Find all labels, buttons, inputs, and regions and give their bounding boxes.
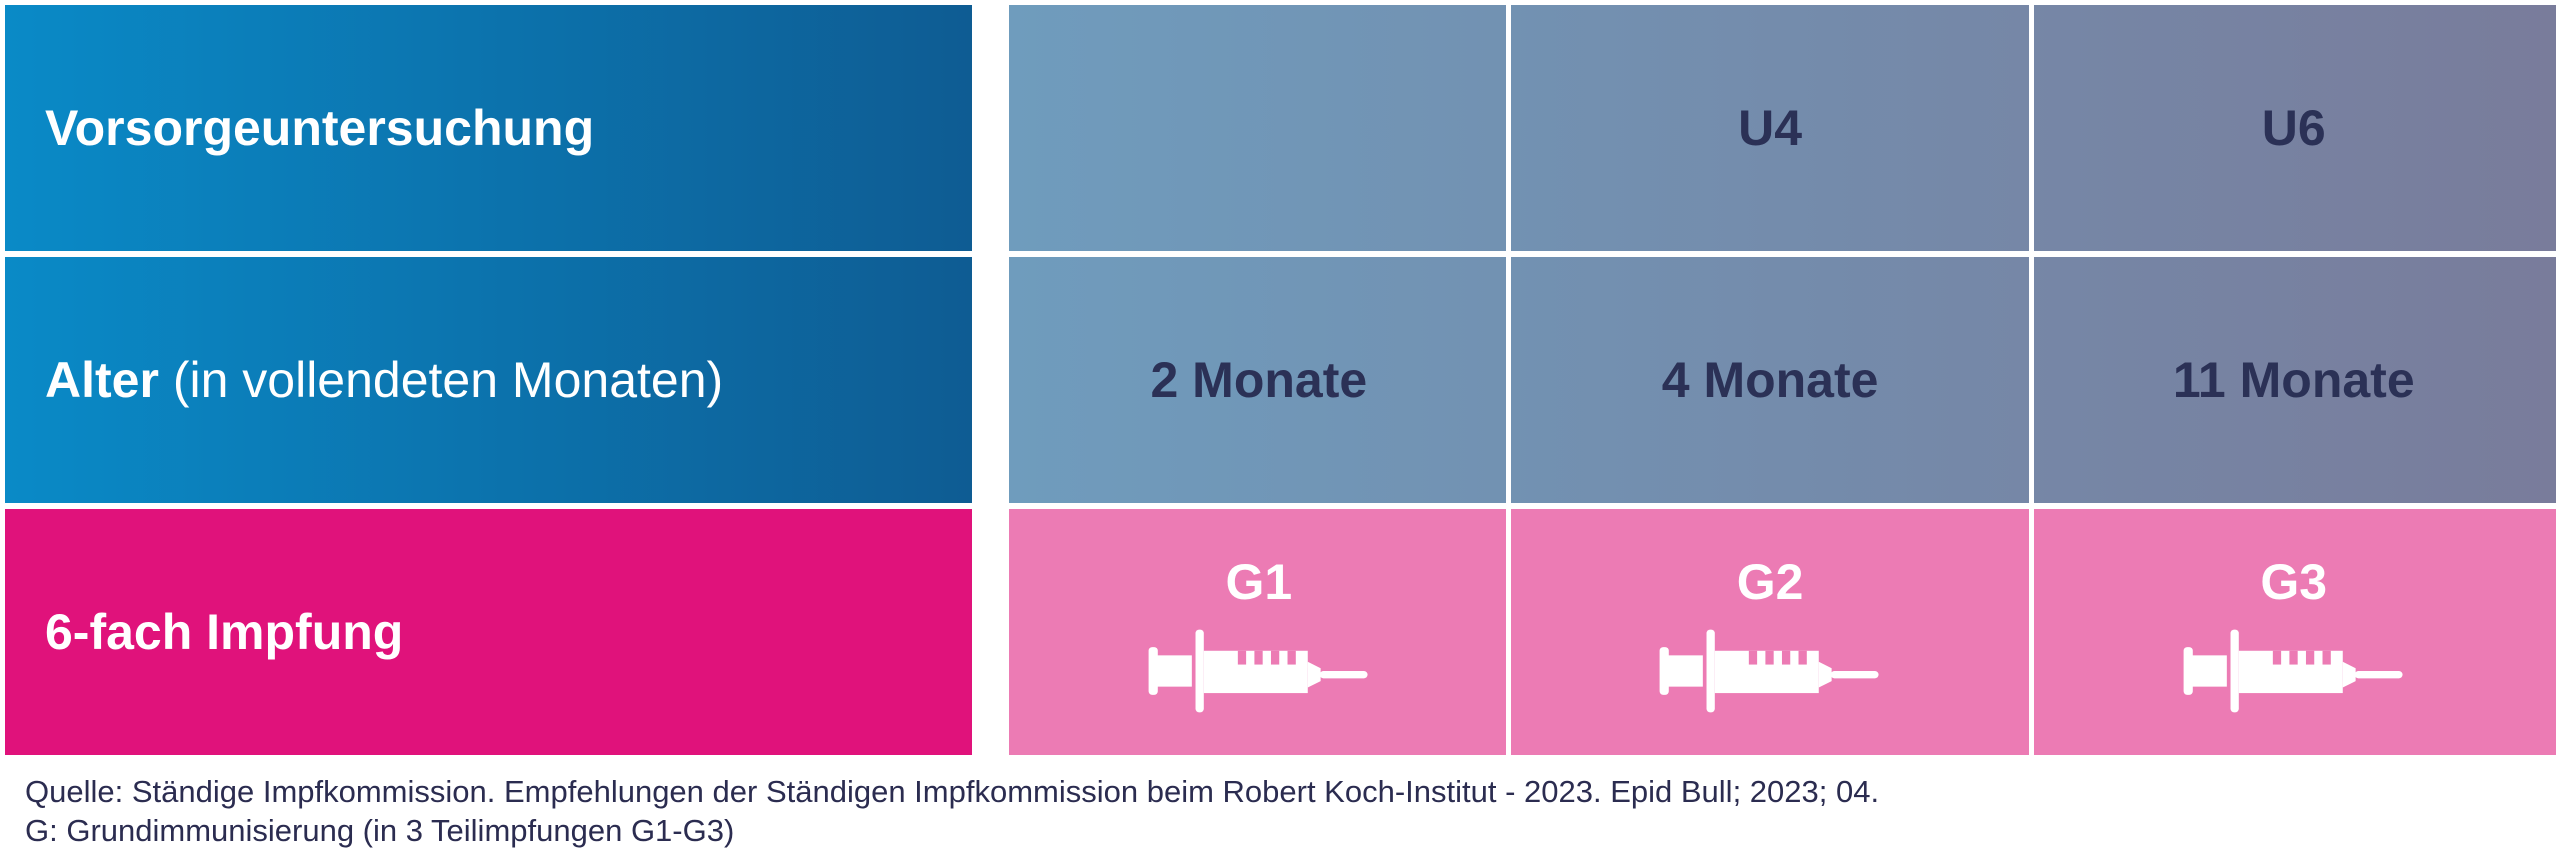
age-label: 11 Monate	[2172, 352, 2415, 408]
vaccination-row-band	[1009, 509, 2556, 755]
dose-label: G3	[2260, 554, 2328, 610]
row-label-column: Vorsorgeuntersuchung Alter (in vollendet…	[5, 5, 972, 755]
cell-age-month11: 11 Monate	[2032, 257, 2556, 503]
cell-checkup-month4: U4	[1509, 5, 2032, 251]
syringe-icon	[1148, 629, 1368, 713]
schedule-cells: U4 U6 2 Monate 4 Monate 11 Monate G1	[1009, 5, 2556, 755]
cell-checkup-month11: U6	[2032, 5, 2556, 251]
age-label: 4 Monate	[1661, 352, 1879, 408]
legend-line: G: Grundimmunisierung (in 3 Teilimpfunge…	[25, 813, 735, 848]
source-line: Quelle: Ständige Impfkommission. Empfehl…	[25, 774, 1880, 809]
cell-age-month2: 2 Monate	[1009, 257, 1509, 503]
row-label-vorsorgeuntersuchung: Vorsorgeuntersuchung	[5, 5, 972, 251]
row-label-6fach-impfung: 6-fach Impfung	[5, 509, 972, 755]
cell-vaccination-g1: G1	[1009, 509, 1509, 755]
syringe-icon	[1659, 629, 1879, 713]
cell-checkup-month2	[1009, 5, 1509, 251]
dose-label: G1	[1225, 554, 1293, 610]
row-label-text: Vorsorgeuntersuchung	[45, 100, 595, 156]
dose-label: G2	[1736, 554, 1804, 610]
age-label: 2 Monate	[1150, 352, 1368, 408]
row-label-alter: Alter (in vollendeten Monaten)	[5, 257, 972, 503]
checkup-label: U6	[2261, 100, 2326, 156]
cell-vaccination-g3: G3	[2032, 509, 2556, 755]
schedule-table: Vorsorgeuntersuchung Alter (in vollendet…	[5, 5, 2556, 755]
source-footnote: Quelle: Ständige Impfkommission. Empfehl…	[25, 772, 1879, 850]
checkup-label: U4	[1738, 100, 1803, 156]
row-label-text: Alter	[45, 352, 159, 408]
row-label-text: 6-fach Impfung	[45, 604, 404, 660]
cell-age-month4: 4 Monate	[1509, 257, 2032, 503]
column-divider	[2029, 5, 2035, 755]
row-divider	[1009, 251, 2556, 257]
schedule-grid: U4 U6 2 Monate 4 Monate 11 Monate G1	[1009, 5, 2556, 755]
row-label-text-rest: (in vollendeten Monaten)	[158, 352, 724, 408]
row-divider	[1009, 503, 2556, 509]
cell-vaccination-g2: G2	[1509, 509, 2032, 755]
column-divider	[1506, 5, 1512, 755]
syringe-icon	[2183, 629, 2403, 713]
